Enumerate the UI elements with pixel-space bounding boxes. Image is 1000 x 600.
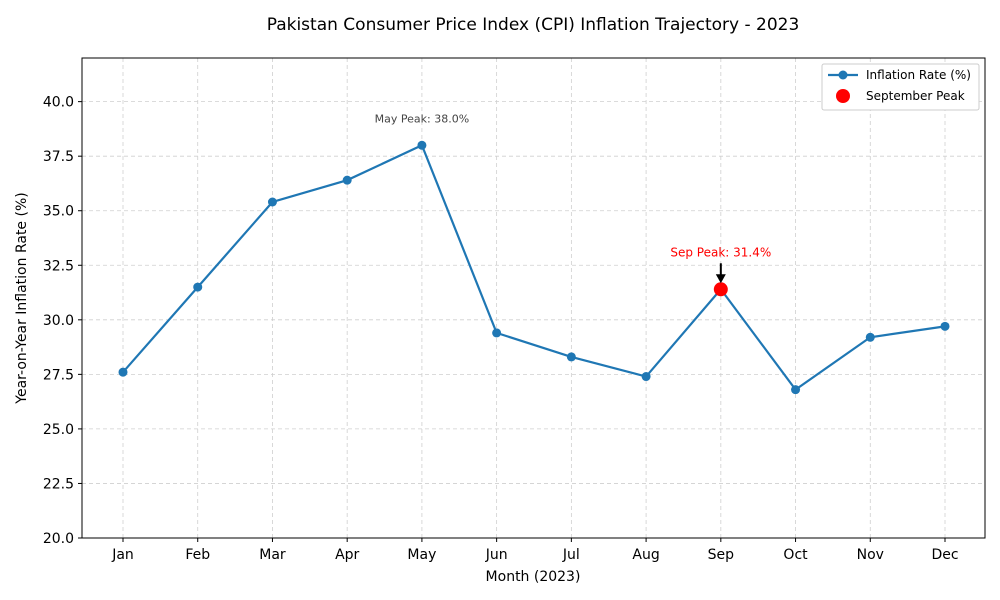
data-point-mar bbox=[267, 197, 277, 207]
data-point-jul bbox=[566, 352, 576, 362]
chart-title: Pakistan Consumer Price Index (CPI) Infl… bbox=[267, 15, 800, 35]
data-point-oct bbox=[791, 385, 801, 395]
legend-entry-peak: September Peak bbox=[866, 89, 965, 103]
y-tick-label: 22.5 bbox=[43, 476, 74, 492]
arrow-down-icon bbox=[715, 274, 726, 284]
data-point-nov bbox=[865, 332, 875, 342]
y-tick-label: 25.0 bbox=[43, 422, 74, 438]
september-peak-marker bbox=[713, 282, 728, 297]
data-point-jan bbox=[118, 367, 128, 377]
x-axis-label: Month (2023) bbox=[486, 569, 581, 585]
x-tick-label: Apr bbox=[335, 547, 359, 563]
y-tick-label: 20.0 bbox=[43, 531, 74, 547]
x-tick-label: Dec bbox=[931, 547, 958, 563]
x-tick-label: Oct bbox=[783, 547, 808, 563]
y-tick-label: 35.0 bbox=[43, 204, 74, 220]
y-tick-label: 30.0 bbox=[43, 313, 74, 329]
x-tick-label: Sep bbox=[708, 547, 735, 563]
y-axis-label: Year-on-Year Inflation Rate (%) bbox=[14, 192, 30, 404]
x-tick-label: Nov bbox=[857, 547, 884, 563]
x-tick-label: Jan bbox=[111, 547, 134, 563]
x-tick-label: Aug bbox=[632, 547, 659, 563]
x-tick-label: Mar bbox=[259, 547, 286, 563]
legend-peak-marker-icon bbox=[836, 89, 850, 103]
legend-line-marker-icon bbox=[838, 70, 848, 80]
data-point-aug bbox=[641, 372, 651, 382]
x-tick-label: Jun bbox=[485, 547, 508, 563]
data-point-may bbox=[417, 140, 427, 150]
sep-peak-annotation: Sep Peak: 31.4% bbox=[670, 245, 771, 259]
y-tick-label: 32.5 bbox=[43, 258, 74, 274]
data-point-feb bbox=[193, 282, 203, 292]
legend: Inflation Rate (%) September Peak bbox=[821, 63, 980, 111]
may-peak-annotation: May Peak: 38.0% bbox=[375, 112, 470, 125]
data-point-apr bbox=[342, 175, 352, 185]
legend-entry-inflation: Inflation Rate (%) bbox=[866, 68, 971, 82]
plot-frame bbox=[81, 57, 986, 539]
inflation-line bbox=[122, 143, 946, 392]
data-point-jun bbox=[492, 328, 502, 338]
y-tick-label: 40.0 bbox=[43, 95, 74, 111]
y-tick-label: 37.5 bbox=[43, 149, 74, 165]
y-tick-label: 27.5 bbox=[43, 367, 74, 383]
x-tick-label: May bbox=[407, 547, 436, 563]
x-tick-label: Feb bbox=[185, 547, 210, 563]
data-point-dec bbox=[940, 321, 950, 331]
x-tick-label: Jul bbox=[562, 547, 580, 563]
